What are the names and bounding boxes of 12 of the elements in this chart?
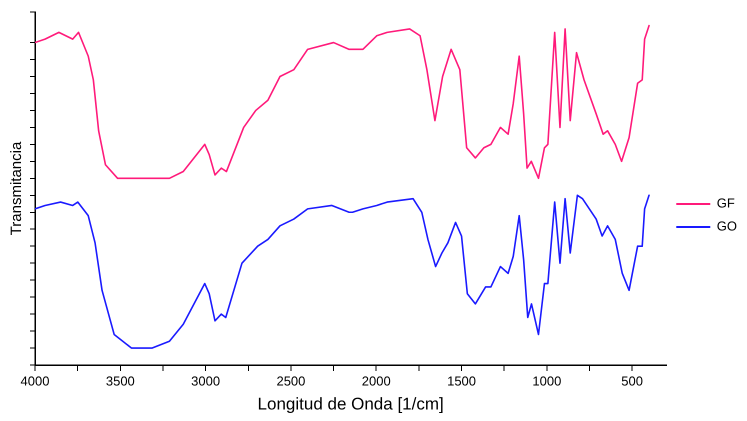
- y-axis-title: Transmitancia: [8, 141, 26, 236]
- x-tick-label: 3500: [106, 373, 135, 388]
- x-axis-title: Longitud de Onda [1/cm]: [258, 394, 444, 414]
- x-tick-label: 4000: [20, 373, 50, 388]
- legend-label: GF: [716, 196, 735, 211]
- legend-label: GO: [716, 218, 738, 234]
- x-tick-label: 2000: [362, 373, 391, 388]
- x-tick-label: 1000: [532, 373, 562, 388]
- x-tick-label: 3000: [191, 373, 220, 388]
- x-tick-label: 2500: [276, 373, 306, 388]
- x-tick-label: 1500: [447, 373, 476, 388]
- x-tick-label: 500: [621, 373, 644, 388]
